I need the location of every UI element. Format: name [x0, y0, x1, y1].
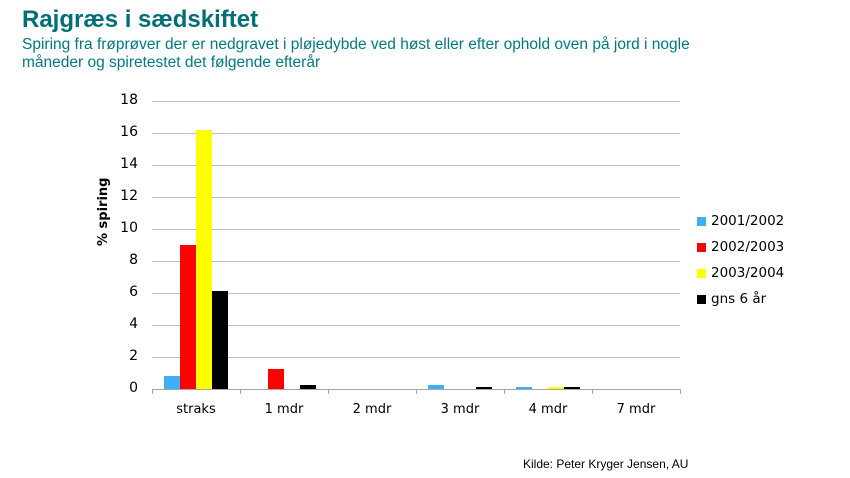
legend-swatch	[697, 216, 706, 226]
legend-item: 2001/2002	[697, 208, 784, 234]
x-tick	[680, 389, 681, 394]
y-tick-label: 10	[120, 220, 138, 236]
gridline	[152, 165, 680, 166]
y-tick-label: 16	[120, 124, 138, 140]
bar	[180, 245, 196, 389]
x-tick	[416, 389, 417, 394]
gridline	[152, 261, 680, 262]
legend-swatch	[697, 242, 706, 252]
gridline	[152, 197, 680, 198]
y-tick-label: 8	[129, 252, 138, 268]
chart-title: Rajgræs i sædskiftet	[22, 6, 259, 33]
bar	[516, 387, 532, 389]
bar	[476, 387, 492, 389]
legend-item: 2002/2003	[697, 234, 784, 260]
x-tick	[152, 389, 153, 394]
x-tick	[328, 389, 329, 394]
bar	[300, 385, 316, 389]
bar	[196, 129, 212, 389]
bar	[164, 376, 180, 389]
x-tick-label: 3 mdr	[440, 402, 480, 417]
y-tick-label: 14	[120, 156, 138, 172]
y-tick-label: 2	[129, 348, 138, 364]
x-tick-label: 2 mdr	[352, 402, 392, 417]
x-tick	[504, 389, 505, 394]
bar	[428, 385, 444, 389]
legend-item: 2003/2004	[697, 260, 784, 286]
x-tick	[240, 389, 241, 394]
legend-swatch	[697, 268, 706, 278]
gridline	[152, 229, 680, 230]
x-tick-label: 1 mdr	[264, 402, 304, 417]
bar	[564, 387, 580, 389]
legend-swatch	[697, 294, 706, 304]
legend: 2001/2002 2002/2003 2003/2004 gns 6 år	[697, 208, 784, 312]
gridline	[152, 357, 680, 358]
y-tick-label: 12	[120, 188, 138, 204]
legend-label: 2001/2002	[711, 213, 785, 229]
x-tick-label: straks	[176, 402, 216, 417]
y-tick-label: 0	[129, 380, 138, 396]
gridline	[152, 133, 680, 134]
bar	[548, 387, 564, 389]
bar	[268, 369, 284, 389]
x-tick-label: 7 mdr	[616, 402, 656, 417]
bar	[212, 291, 228, 389]
y-tick-label: 6	[129, 284, 138, 300]
gridline	[152, 101, 680, 102]
gridline	[152, 325, 680, 326]
legend-label: 2002/2003	[711, 239, 785, 255]
gridline	[152, 293, 680, 294]
source-credit: Kilde: Peter Kryger Jensen, AU	[523, 457, 689, 471]
chart-subtitle: Spiring fra frøprøver der er nedgravet i…	[22, 36, 690, 71]
y-tick-label: 18	[120, 92, 138, 108]
x-tick	[592, 389, 593, 394]
legend-label: gns 6 år	[711, 291, 767, 307]
legend-item: gns 6 år	[697, 286, 784, 312]
y-tick-label: 4	[129, 316, 138, 332]
x-tick-label: 4 mdr	[528, 402, 568, 417]
legend-label: 2003/2004	[711, 265, 785, 281]
plot-area	[152, 101, 680, 390]
